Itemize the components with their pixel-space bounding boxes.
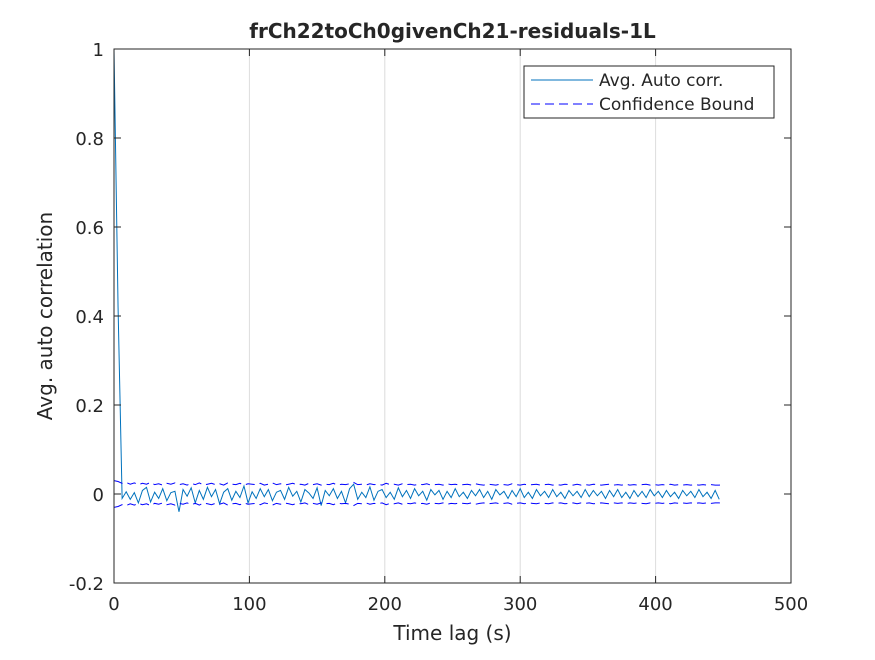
legend-label-confidence-bound: Confidence Bound xyxy=(599,95,754,115)
x-tick-label: 500 xyxy=(774,594,808,615)
y-tick-label: 0.8 xyxy=(75,129,104,150)
y-tick-label: 0.6 xyxy=(75,218,104,239)
x-tick-label: 0 xyxy=(108,594,119,615)
series-layer xyxy=(113,48,724,512)
y-tick-label: 1 xyxy=(93,40,104,61)
chart-title: frCh22toCh0givenCh21-residuals-1L xyxy=(249,19,656,43)
series-confidence-upper-line xyxy=(113,480,724,486)
series-avg-auto-corr-line xyxy=(113,48,720,512)
legend-box xyxy=(523,65,775,119)
legend-label-avg-auto-corr: Avg. Auto corr. xyxy=(599,71,723,91)
y-tick-label: 0.2 xyxy=(75,396,104,417)
y-tick-label: 0 xyxy=(93,485,104,506)
x-tick-label: 400 xyxy=(638,594,672,615)
y-tick-label: -0.2 xyxy=(69,574,104,595)
tick-layer: 0 100 200 300 400 500-0.200.20.40.60.81 xyxy=(69,40,808,615)
x-tick-label: 100 xyxy=(232,594,266,615)
x-tick-label: 200 xyxy=(368,594,402,615)
x-tick-label: 300 xyxy=(503,594,537,615)
series-confidence-lower-line xyxy=(113,502,724,508)
legend: Avg. Auto corr. Confidence Bound xyxy=(523,65,775,119)
x-axis-label: Time lag (s) xyxy=(392,621,511,645)
y-tick-label: 0.4 xyxy=(75,307,104,328)
y-axis-label: Avg. auto correlation xyxy=(33,212,57,420)
